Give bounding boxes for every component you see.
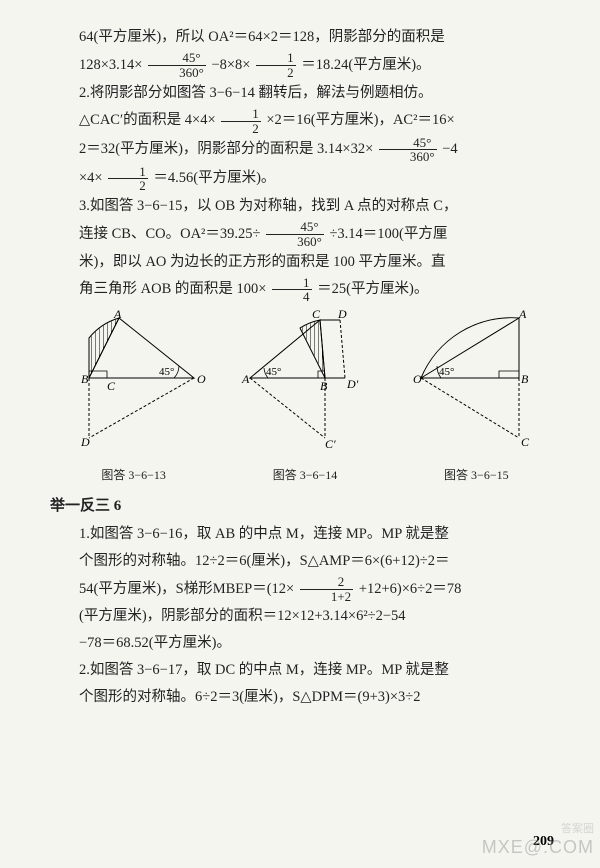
t: ＝18.24(平方厘米)。	[301, 57, 430, 73]
para-2a: 2.将阴影部分如图答 3−6−14 翻转后，解法与例题相仿。	[50, 80, 560, 107]
para-2c: 2＝32(平方厘米)，阴影部分的面积是 3.14×32× 45°360° −4	[50, 135, 560, 164]
t: −8×8×	[211, 57, 250, 73]
svg-text:O: O	[413, 372, 422, 386]
fraction: 12	[221, 107, 261, 135]
figure-row: 45° A B C O D 图答 3−6−13	[50, 308, 560, 488]
svg-text:45°: 45°	[159, 366, 174, 378]
t: ×4×	[79, 170, 103, 186]
svg-text:A: A	[113, 308, 122, 321]
figure-14: 45° A B C D D′ C′ 图答 3−6−14	[221, 308, 388, 488]
t: ÷3.14＝100(平方厘	[329, 226, 447, 242]
diagram-14: 45° A B C D D′ C′	[230, 308, 380, 453]
q1b: 个图形的对称轴。12÷2＝6(厘米)，S△AMP＝6×(6+12)÷2＝	[50, 548, 560, 575]
t: 54(平方厘米)，S梯形MBEP＝(12×	[79, 581, 294, 597]
figure-15: 45° A O B C 图答 3−6−15	[393, 308, 560, 488]
t: 角三角形 AOB 的面积是 100×	[79, 281, 266, 297]
para-3a: 3.如图答 3−6−15，以 OB 为对称轴，找到 A 点的对称点 C，	[50, 193, 560, 220]
t: 连接 CB、CO。OA²＝39.25÷	[79, 226, 260, 242]
page-content: 64(平方厘米)，所以 OA²＝64×2＝128，阴影部分的面积是 128×3.…	[0, 0, 600, 731]
svg-text:B: B	[320, 379, 328, 393]
svg-text:C′: C′	[325, 437, 336, 451]
t: 2＝32(平方厘米)，阴影部分的面积是 3.14×32×	[79, 141, 373, 157]
t: −4	[442, 141, 457, 157]
svg-text:O: O	[197, 372, 206, 386]
q1e: −78＝68.52(平方厘米)。	[50, 630, 560, 657]
svg-text:45°: 45°	[266, 366, 281, 378]
para-2b: △CAC′的面积是 4×4× 12 ×2＝16(平方厘米)，AC²＝16×	[50, 106, 560, 135]
t: +12+6)×6÷2＝78	[359, 581, 462, 597]
para-3c: 米)，即以 AO 为边长的正方形的面积是 100 平方厘米。直	[50, 249, 560, 276]
fraction: 12	[256, 51, 296, 79]
para-3d: 角三角形 AOB 的面积是 100× 14 ＝25(平方厘米)。	[50, 275, 560, 304]
svg-text:C: C	[107, 379, 116, 393]
svg-text:D: D	[80, 435, 90, 449]
svg-text:A: A	[241, 372, 250, 386]
t: △CAC′的面积是 4×4×	[79, 112, 216, 128]
fraction: 12	[108, 165, 148, 193]
fraction: 21+2	[300, 575, 353, 603]
fraction: 14	[272, 276, 312, 304]
svg-text:C: C	[521, 435, 530, 449]
fraction: 45°360°	[266, 220, 324, 248]
watermark-label: 答案圈	[561, 820, 594, 836]
para-3b: 连接 CB、CO。OA²＝39.25÷ 45°360° ÷3.14＝100(平方…	[50, 220, 560, 249]
q1a: 1.如图答 3−6−16，取 AB 的中点 M，连接 MP。MP 就是整	[50, 521, 560, 548]
fraction: 45°360°	[379, 136, 437, 164]
svg-text:D: D	[337, 308, 347, 321]
diagram-13: 45° A B C O D	[59, 308, 209, 453]
fraction: 45°360°	[148, 51, 206, 79]
svg-text:D′: D′	[346, 377, 359, 391]
figure-13: 45° A B C O D 图答 3−6−13	[50, 308, 217, 488]
section-heading: 举一反三 6	[50, 492, 560, 521]
t: 128×3.14×	[79, 57, 142, 73]
watermark-url: MXE@.COM	[482, 837, 594, 858]
para-1b: 128×3.14× 45°360° −8×8× 12 ＝18.24(平方厘米)。	[50, 51, 560, 80]
q1c: 54(平方厘米)，S梯形MBEP＝(12× 21+2 +12+6)×6÷2＝78	[50, 575, 560, 604]
diagram-15: 45° A O B C	[401, 308, 551, 453]
svg-text:45°: 45°	[439, 366, 454, 378]
svg-text:C: C	[312, 308, 321, 321]
figure-caption: 图答 3−6−13	[50, 464, 217, 487]
t: ×2＝16(平方厘米)，AC²＝16×	[266, 112, 454, 128]
svg-text:A: A	[518, 308, 527, 321]
para-2d: ×4× 12 ＝4.56(平方厘米)。	[50, 164, 560, 193]
q2b: 个图形的对称轴。6÷2＝3(厘米)，S△DPM＝(9+3)×3÷2	[50, 684, 560, 711]
figure-caption: 图答 3−6−15	[393, 464, 560, 487]
t: ＝25(平方厘米)。	[317, 281, 428, 297]
q1d: (平方厘米)，阴影部分的面积＝12×12+3.14×6²÷2−54	[50, 603, 560, 630]
q2a: 2.如图答 3−6−17，取 DC 的中点 M，连接 MP。MP 就是整	[50, 657, 560, 684]
t: ＝4.56(平方厘米)。	[153, 170, 275, 186]
figure-caption: 图答 3−6−14	[221, 464, 388, 487]
svg-text:B: B	[81, 372, 89, 386]
svg-text:B: B	[521, 372, 529, 386]
para-1a: 64(平方厘米)，所以 OA²＝64×2＝128，阴影部分的面积是	[50, 24, 560, 51]
